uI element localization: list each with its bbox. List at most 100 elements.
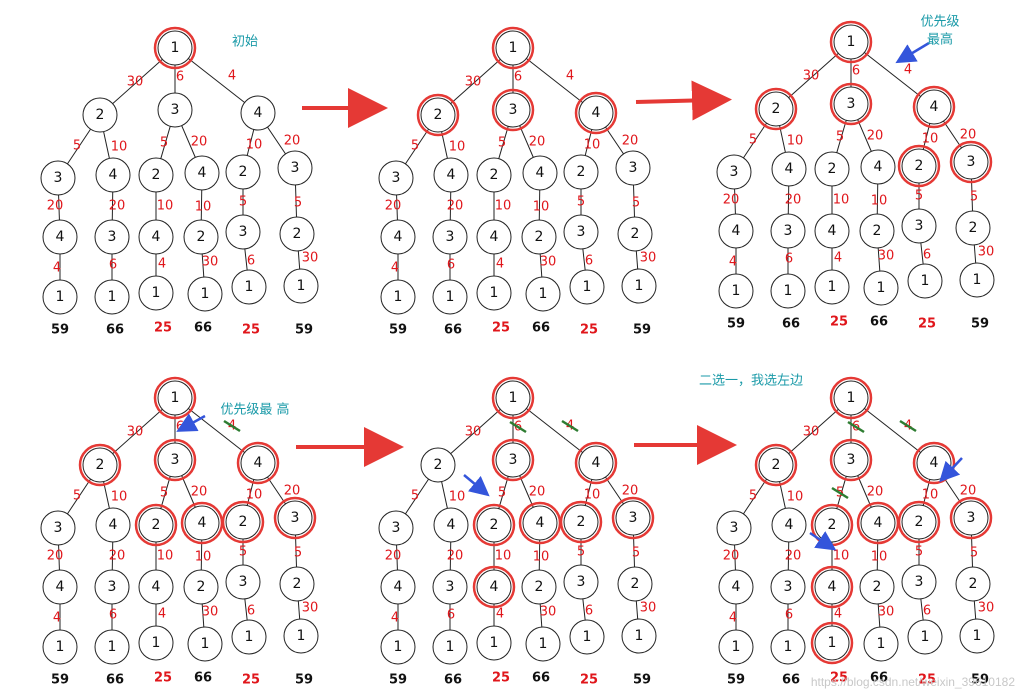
node-label-L3f: 2 — [969, 220, 978, 236]
tree-node-L2f — [277, 500, 313, 536]
path-sum-0: 59 — [51, 673, 69, 688]
tree-node-L1b — [833, 442, 869, 478]
edge-L4e — [582, 248, 586, 271]
edge-L2c — [836, 120, 847, 153]
edge-weight-L3e: 5 — [915, 545, 923, 560]
highlight-ring-L1b — [829, 438, 873, 482]
node-label-L1c: 4 — [254, 455, 263, 471]
node-label-L4d: 1 — [539, 636, 548, 652]
node-label-L3e: 3 — [239, 574, 248, 590]
node-label-L1b: 3 — [847, 452, 856, 468]
annotation-text-0: 优先级最 高 — [220, 402, 289, 418]
tree-node-root — [495, 380, 531, 416]
node-label-L4c: 1 — [828, 279, 837, 295]
node-label-L2c: 2 — [490, 517, 499, 533]
edge-weight-L3d: 10 — [195, 550, 212, 565]
tree-node-L4f — [621, 618, 657, 654]
edge-weight-L3f: 5 — [294, 546, 302, 561]
edge-root-L1a — [112, 408, 163, 455]
node-label-L1b: 3 — [171, 452, 180, 468]
tree-node-L4b — [432, 629, 468, 665]
edge-root-L1c — [864, 408, 921, 453]
node-label-L3c: 4 — [828, 223, 837, 239]
highlight-ring-root — [491, 376, 535, 420]
highlight-ring-root — [829, 20, 873, 64]
edge-L4e — [582, 598, 586, 621]
node-label-L2b: 4 — [447, 167, 456, 183]
edge-weight-L4d: 30 — [202, 605, 219, 620]
edge-weight-L4d: 30 — [202, 255, 219, 270]
tree-node-L2b — [95, 507, 131, 543]
tree-node-L2e — [225, 504, 261, 540]
edge-weight-L2d: 20 — [529, 135, 546, 150]
node-label-L2a: 3 — [54, 170, 63, 186]
node-label-L3e: 3 — [239, 224, 248, 240]
node-label-L1c: 4 — [930, 99, 939, 115]
node-label-L4a: 1 — [394, 639, 403, 655]
edge-weight-L3c: 10 — [157, 549, 174, 564]
edge-weight-root-c: 4 — [566, 69, 574, 84]
tree-node-L4d — [525, 626, 561, 662]
node-label-L2d: 4 — [874, 515, 883, 531]
edge-weight-root-b: 6 — [176, 420, 184, 435]
edge-weight-L4e: 6 — [247, 254, 255, 269]
node-label-L4a: 1 — [732, 639, 741, 655]
node-label-L3d: 2 — [873, 579, 882, 595]
edge-weight-L4d: 30 — [540, 605, 557, 620]
path-sum-2: 25 — [830, 671, 848, 686]
tree-panel-4: 30 6 4 5 10 5 20 10 20 20 20 10 10 5 5 4 6 4 30 6 30 1 2 3 4 3 4 2 4… — [40, 376, 319, 688]
tree-node-L3d — [183, 569, 219, 605]
edge-weight-root-b: 6 — [514, 70, 522, 85]
tree-node-L3f — [617, 566, 653, 602]
node-label-root: 1 — [171, 40, 180, 56]
highlight-ring-L1b — [153, 438, 197, 482]
tree-node-L4a — [42, 279, 78, 315]
tree-node-L4c — [814, 625, 850, 661]
edge-weight-L2c: 5 — [498, 136, 506, 151]
edge-L3a — [58, 544, 60, 571]
edge-weight-L3d: 10 — [533, 200, 550, 215]
node-label-L2a: 3 — [54, 520, 63, 536]
node-label-L2e: 2 — [577, 164, 586, 180]
edge-weight-L3f: 5 — [970, 546, 978, 561]
edge-weight-root-b: 6 — [176, 70, 184, 85]
node-label-L1c: 4 — [254, 105, 263, 121]
edge-weight-L2a: 5 — [411, 489, 419, 504]
tree-panel-3: 30 6 4 5 10 5 20 10 20 20 20 10 10 5 5 4 6 4 30 6 30 1 2 3 4 3 4 2 4… — [716, 15, 995, 332]
edge-weight-L3b: 20 — [109, 199, 126, 214]
path-sum-5: 59 — [295, 323, 313, 338]
highlight-ring-L2e — [897, 500, 941, 544]
node-label-L2b: 4 — [447, 517, 456, 533]
node-label-L3d: 2 — [197, 579, 206, 595]
edge-weight-L4f: 30 — [640, 601, 657, 616]
edge-weight-L3a: 20 — [723, 193, 740, 208]
edge-weight-L2d: 20 — [867, 129, 884, 144]
edge-weight-root-a: 30 — [127, 425, 144, 440]
tree-node-L1c — [578, 445, 614, 481]
path-sum-3: 66 — [532, 321, 550, 336]
node-label-L4b: 1 — [108, 639, 117, 655]
tree-node-L2a — [378, 510, 414, 546]
node-label-L2d: 4 — [198, 515, 207, 531]
edge-root-L1a — [112, 58, 163, 105]
tree-node-root — [495, 30, 531, 66]
node-label-L3f: 2 — [969, 576, 978, 592]
edge-L2f — [605, 126, 624, 155]
tree-node-L1a — [420, 97, 456, 133]
tree-node-L4d — [863, 270, 899, 306]
edge-L3f — [633, 534, 635, 568]
strike-mark-root-b — [847, 420, 865, 434]
node-label-L3a: 4 — [394, 579, 403, 595]
path-sum-1: 66 — [106, 673, 124, 688]
edge-L4d — [201, 603, 205, 628]
node-label-L3b: 3 — [108, 579, 117, 595]
tree-node-L3b — [770, 569, 806, 605]
edge-L4f — [973, 600, 977, 620]
tree-node-L2b — [95, 157, 131, 193]
edge-weight-L3e: 5 — [239, 545, 247, 560]
edge-L2c — [498, 126, 509, 159]
edge-weight-L4f: 30 — [302, 601, 319, 616]
tree-node-L2e — [901, 504, 937, 540]
node-label-L3e: 3 — [577, 574, 586, 590]
edge-weight-L2f: 20 — [284, 484, 301, 499]
